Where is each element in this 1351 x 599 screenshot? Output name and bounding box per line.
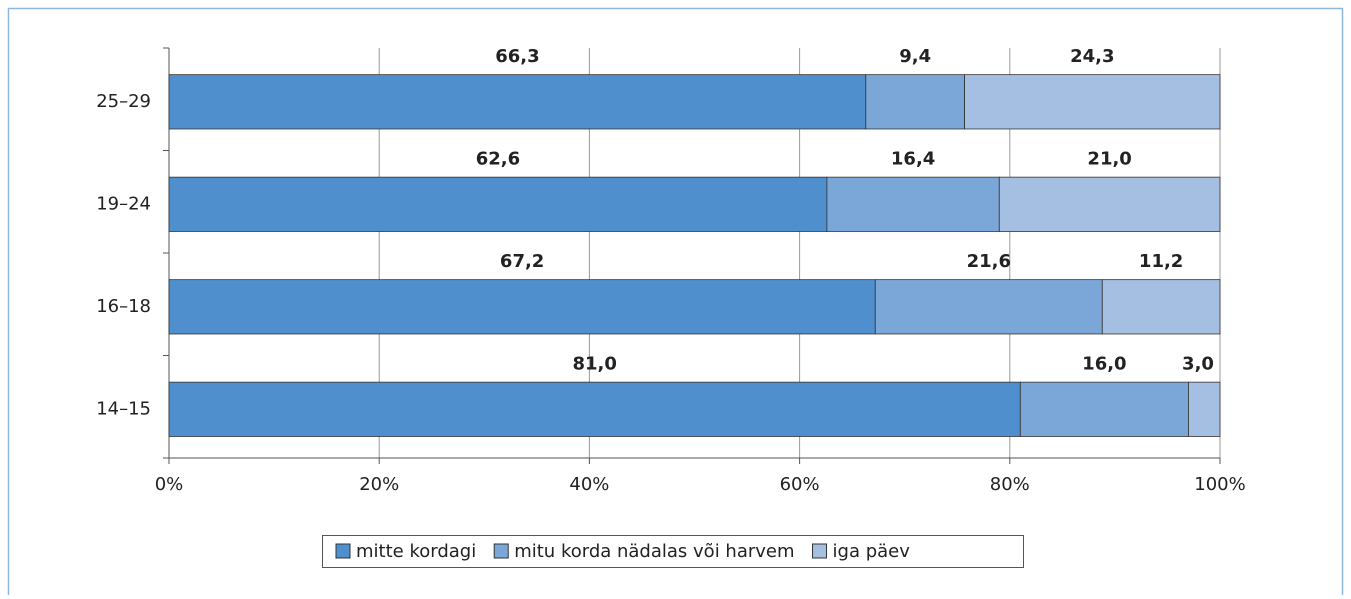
bar-segment [998, 176, 1221, 232]
legend-swatch [335, 543, 351, 559]
bar-segment [1101, 279, 1221, 335]
x-tick-label: 40% [569, 474, 609, 495]
bar-segment [964, 74, 1221, 130]
y-tick-label: 14–15 [96, 398, 151, 419]
value-label: 21,0 [1087, 149, 1131, 170]
bar-segment [865, 74, 966, 130]
legend-label: mitte kordagi [356, 541, 476, 562]
legend-label: mitu korda nädalas või harvem [514, 541, 794, 562]
x-tick-label: 60% [780, 474, 820, 495]
frame [7, 7, 1344, 599]
bar-segment [1188, 381, 1221, 437]
x-tick-label: 100% [1194, 474, 1245, 495]
value-label: 62,6 [476, 149, 520, 170]
bar-segment [168, 279, 876, 335]
value-label: 16,4 [891, 149, 935, 170]
value-label: 24,3 [1070, 46, 1114, 67]
legend-box [322, 535, 1024, 568]
bar-segment [874, 279, 1103, 335]
value-label: 21,6 [967, 251, 1011, 272]
value-label: 66,3 [495, 46, 539, 67]
x-tick-label: 0% [155, 474, 184, 495]
legend-swatch [493, 543, 509, 559]
legend-swatch [812, 543, 828, 559]
bar-segment [1019, 381, 1189, 437]
bar-segment [168, 176, 828, 232]
y-tick-label: 16–18 [96, 296, 151, 317]
value-label: 11,2 [1139, 251, 1183, 272]
x-tick-label: 80% [990, 474, 1030, 495]
value-label: 3,0 [1182, 354, 1214, 375]
legend-label: iga päev [833, 541, 911, 562]
bar-segment [168, 74, 867, 130]
x-tick-label: 20% [359, 474, 399, 495]
y-tick-label: 19–24 [96, 193, 151, 214]
value-label: 16,0 [1082, 354, 1126, 375]
bar-segment [168, 381, 1021, 437]
bar-segment [826, 176, 1000, 232]
value-label: 9,4 [899, 46, 931, 67]
value-label: 81,0 [572, 354, 616, 375]
y-tick-label: 25–29 [96, 91, 151, 112]
value-label: 67,2 [500, 251, 544, 272]
